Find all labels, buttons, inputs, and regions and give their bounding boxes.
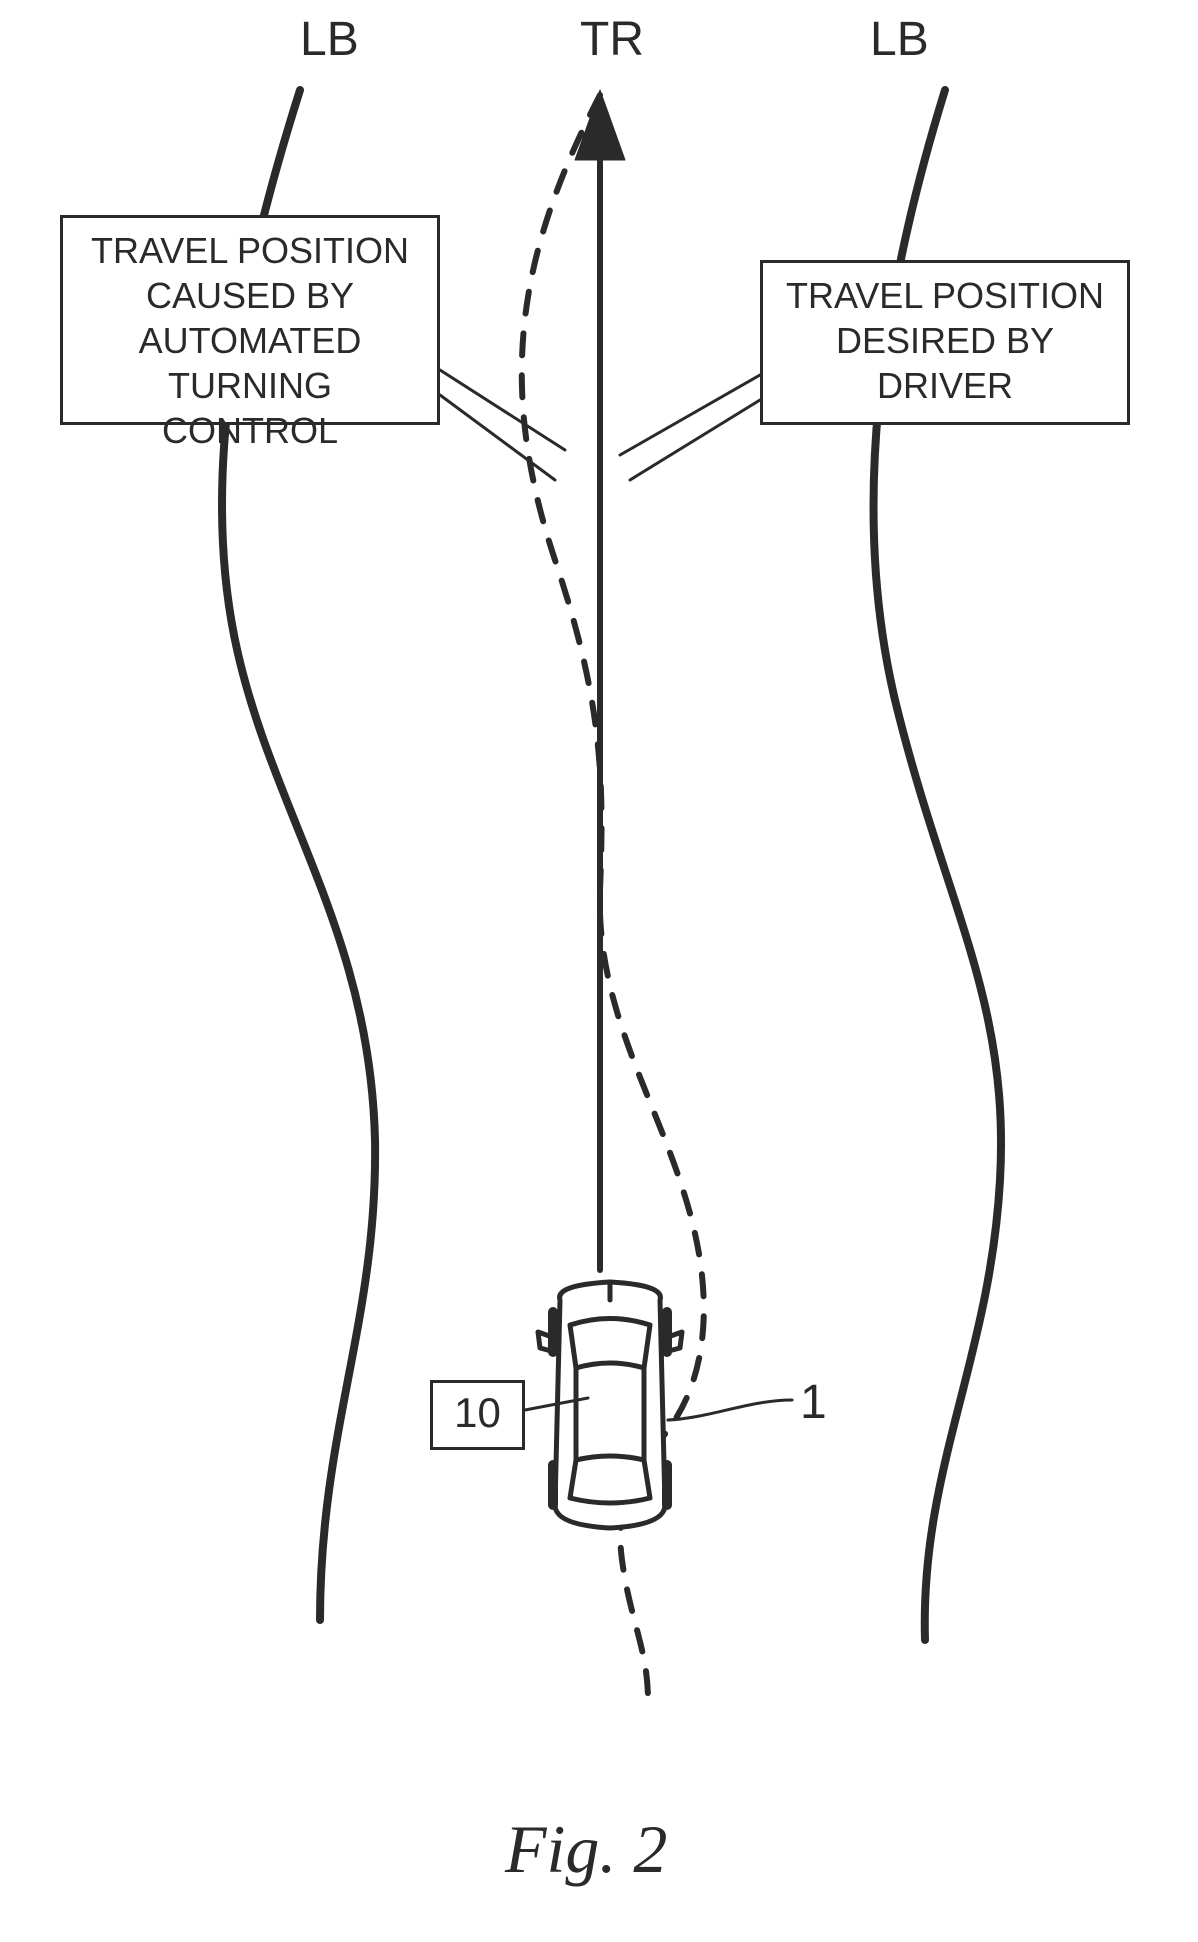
- reference-label-1: 1: [800, 1375, 827, 1430]
- callout-automated-turning: TRAVEL POSITIONCAUSED BYAUTOMATEDTURNING…: [60, 215, 440, 425]
- label-lb-right: LB: [870, 12, 929, 67]
- reference-box-10: 10: [430, 1380, 525, 1450]
- label-lb-left: LB: [300, 12, 359, 67]
- tr-arrow-head: [575, 90, 625, 160]
- figure-caption: Fig. 2: [505, 1810, 667, 1889]
- callout-leader-right: [620, 375, 760, 480]
- callout-leader-left: [440, 370, 565, 480]
- callout-driver-desired: TRAVEL POSITIONDESIRED BYDRIVER: [760, 260, 1130, 425]
- diagram-stage: LB TR LB TRAVEL POSITIONCAUSED BYAUTOMAT…: [0, 0, 1198, 1942]
- vehicle-icon: [538, 1282, 682, 1528]
- label-tr: TR: [580, 12, 644, 67]
